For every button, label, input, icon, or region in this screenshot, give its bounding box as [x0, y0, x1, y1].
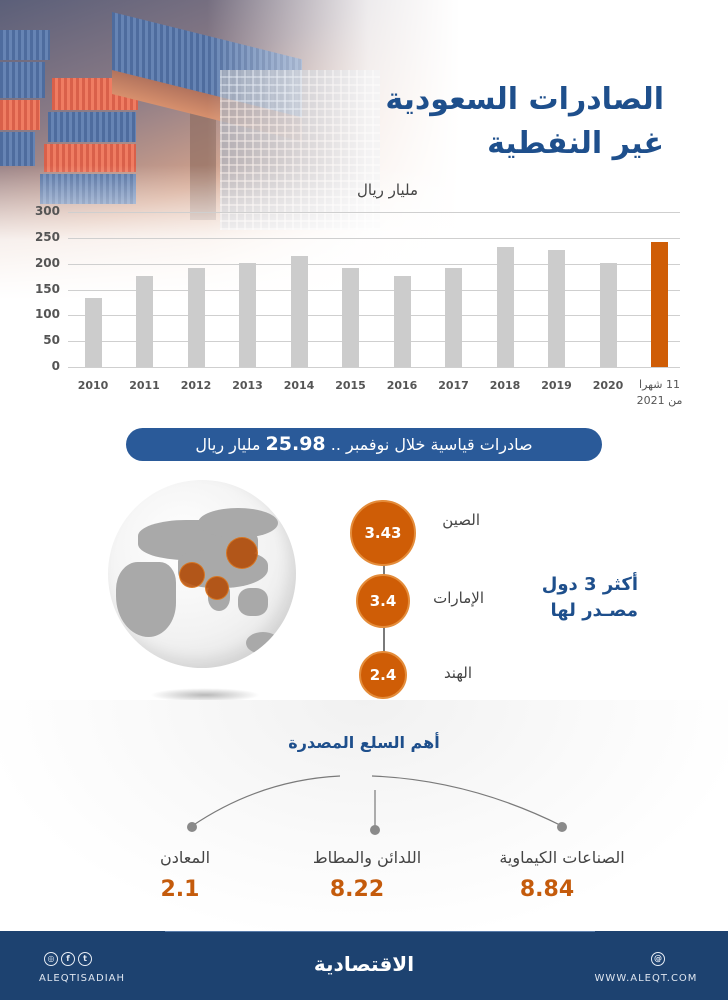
web-icon: @ — [651, 952, 665, 966]
country-value-circle: 3.43 — [350, 500, 416, 566]
bar — [187, 268, 205, 367]
x-tick-label: 2013 — [232, 379, 263, 392]
x-tick-label: 2018 — [489, 379, 521, 392]
gridline — [68, 315, 680, 317]
facebook-icon[interactable]: f — [61, 952, 75, 966]
record-exports-banner: صادرات قياسية خلال نوفمبر .. 25.98 مليار… — [126, 428, 602, 461]
y-tick-label: 200 — [34, 255, 60, 270]
country-value-circle: 3.4 — [356, 574, 410, 628]
gridline — [68, 289, 680, 291]
x-tick-label: 11 شهرا من 2021 — [636, 378, 683, 407]
social-icons: ◎ f t — [44, 952, 92, 966]
website-link[interactable]: WWW.ALEQT.COM — [594, 973, 698, 984]
bar — [136, 276, 153, 367]
commodities-background — [0, 700, 728, 930]
country-name: الإمارات — [433, 589, 484, 607]
y-tick-label: 100 — [34, 307, 60, 322]
gridline — [68, 237, 680, 239]
commodity-name: المعادن — [159, 848, 211, 867]
country-value: 3.43 — [364, 524, 402, 542]
gridline — [68, 263, 680, 265]
land-africa — [116, 562, 176, 637]
commodity-dot — [370, 825, 380, 835]
x-tick-label: 2012 — [180, 379, 212, 392]
twitter-icon[interactable]: t — [78, 952, 92, 966]
y-tick-label: 0 — [51, 359, 60, 373]
globe-map — [108, 480, 296, 668]
india-marker — [205, 576, 229, 600]
y-tick-label: 300 — [34, 204, 60, 218]
commodity-value: 2.1 — [160, 877, 200, 902]
brand-logo: الاقتصادية — [313, 952, 415, 976]
commodities-title: أهم السلع المصدرة — [288, 733, 440, 752]
footer — [0, 931, 728, 1000]
gridline — [68, 367, 680, 368]
commodity-value: 8.22 — [329, 877, 385, 902]
x-tick-label: 2015 — [335, 379, 366, 392]
bar — [393, 276, 411, 367]
banner-text: صادرات قياسية خلال نوفمبر .. — [330, 435, 533, 454]
hero-photo-containers — [0, 0, 460, 300]
country-value: 3.4 — [369, 592, 397, 610]
x-tick-label: 2016 — [386, 379, 418, 392]
commodity-value: 8.84 — [519, 877, 575, 902]
x-tick-label: 2014 — [283, 379, 315, 392]
bar-chart: 0 50 100 150 200 250 300 2010 2011 2012 2013 2014 20… — [0, 0, 728, 420]
gridline — [68, 212, 680, 213]
uae-marker — [179, 562, 205, 588]
country-value: 2.4 — [369, 666, 397, 684]
top-countries-title: أكثر 3 دول مصـدر لها — [542, 572, 638, 624]
y-tick-label: 250 — [34, 229, 60, 244]
y-axis-unit-label: مليار ريال — [357, 181, 418, 199]
top-countries-title-line-2: مصـدر لها — [550, 600, 638, 621]
country-value-circle: 2.4 — [359, 651, 407, 699]
title-line-1: الصادرات السعودية — [385, 82, 664, 117]
footer-divider — [165, 931, 595, 932]
china-marker — [226, 537, 258, 569]
bar — [342, 268, 359, 367]
x-tick-label: 2019 — [541, 379, 572, 392]
title-line-2: غير النفطية — [487, 126, 664, 161]
bar — [548, 250, 565, 367]
gridline — [68, 341, 680, 343]
banner-unit: مليار ريال — [195, 435, 261, 454]
x-tick-label: 2010 — [77, 379, 109, 392]
x-tick-label: 2020 — [592, 379, 624, 392]
hero-fade — [0, 0, 460, 300]
commodity-name: الصناعات الكيماوية — [499, 848, 625, 867]
y-tick-label: 50 — [43, 333, 60, 348]
x-tick-label: 2011 — [129, 379, 160, 392]
country-name: الصين — [442, 511, 480, 529]
globe-shadow — [150, 688, 260, 702]
commodity-name: اللدائن والمطاط — [312, 848, 422, 867]
bar — [290, 256, 308, 367]
bar — [84, 297, 102, 367]
bar — [599, 262, 617, 367]
commodity-dot — [557, 822, 567, 832]
bar-highlight — [651, 242, 668, 367]
instagram-icon[interactable]: ◎ — [44, 952, 58, 966]
land-southeast-asia — [238, 588, 268, 616]
country-name: الهند — [443, 664, 472, 682]
land-siberia — [198, 508, 278, 538]
top-countries-title-line-1: أكثر 3 دول — [541, 574, 638, 595]
bar — [445, 268, 462, 367]
page-title: الصادرات السعودية غير النفطية — [385, 78, 664, 166]
social-handle[interactable]: ALEQTISADIAH — [38, 973, 126, 984]
land-australia — [246, 632, 280, 654]
y-tick-label: 150 — [34, 281, 60, 296]
commodity-dot — [187, 822, 197, 832]
bar — [496, 246, 514, 367]
x-tick-label: 2017 — [438, 379, 469, 392]
bar — [239, 262, 256, 367]
banner-value: 25.98 — [265, 433, 326, 455]
